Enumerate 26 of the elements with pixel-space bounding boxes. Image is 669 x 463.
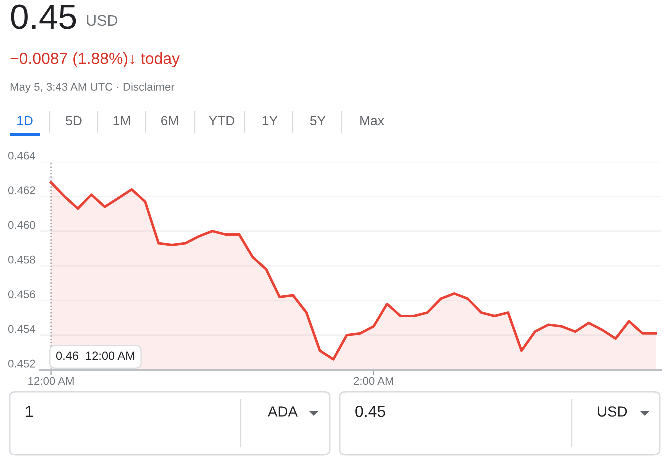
- text: YTD: [209, 116, 235, 126]
- text: 1M: [114, 116, 130, 126]
- text: 6M: [162, 116, 178, 126]
- text: 5Y: [310, 116, 326, 126]
- y-tick-label: 0.458: [8, 256, 36, 264]
- text: 0.45: [11, 4, 76, 30]
- y-tick-label: 0.460: [8, 221, 36, 230]
- text: ADA: [268, 406, 298, 417]
- y-tick-label: 0.464: [8, 152, 36, 160]
- y-tick-label: 0.454: [8, 325, 36, 334]
- y-tick-label: 0.456: [8, 290, 36, 298]
- text: 1: [26, 406, 34, 418]
- y-tick-label: 0.452: [8, 360, 36, 368]
- chart-subtitle: −0.0087 (1.88%)↓ today: [10, 52, 180, 68]
- annotation: 0.46 12:00 AM: [56, 352, 134, 360]
- text: USD: [598, 406, 628, 417]
- text: 1Y: [262, 116, 278, 126]
- text: 0.45: [356, 406, 386, 418]
- text: 1D: [18, 116, 33, 126]
- text: 5D: [66, 116, 82, 126]
- x-tick-label: 12:00 AM: [28, 377, 74, 386]
- y-tick-label: 0.462: [8, 186, 36, 194]
- text: Max: [360, 116, 384, 126]
- x-tick-label: 2:00 AM: [354, 377, 394, 386]
- text: USD: [87, 15, 118, 26]
- text: May 5, 3:43 AM UTC · Disclaimer: [10, 82, 175, 94]
